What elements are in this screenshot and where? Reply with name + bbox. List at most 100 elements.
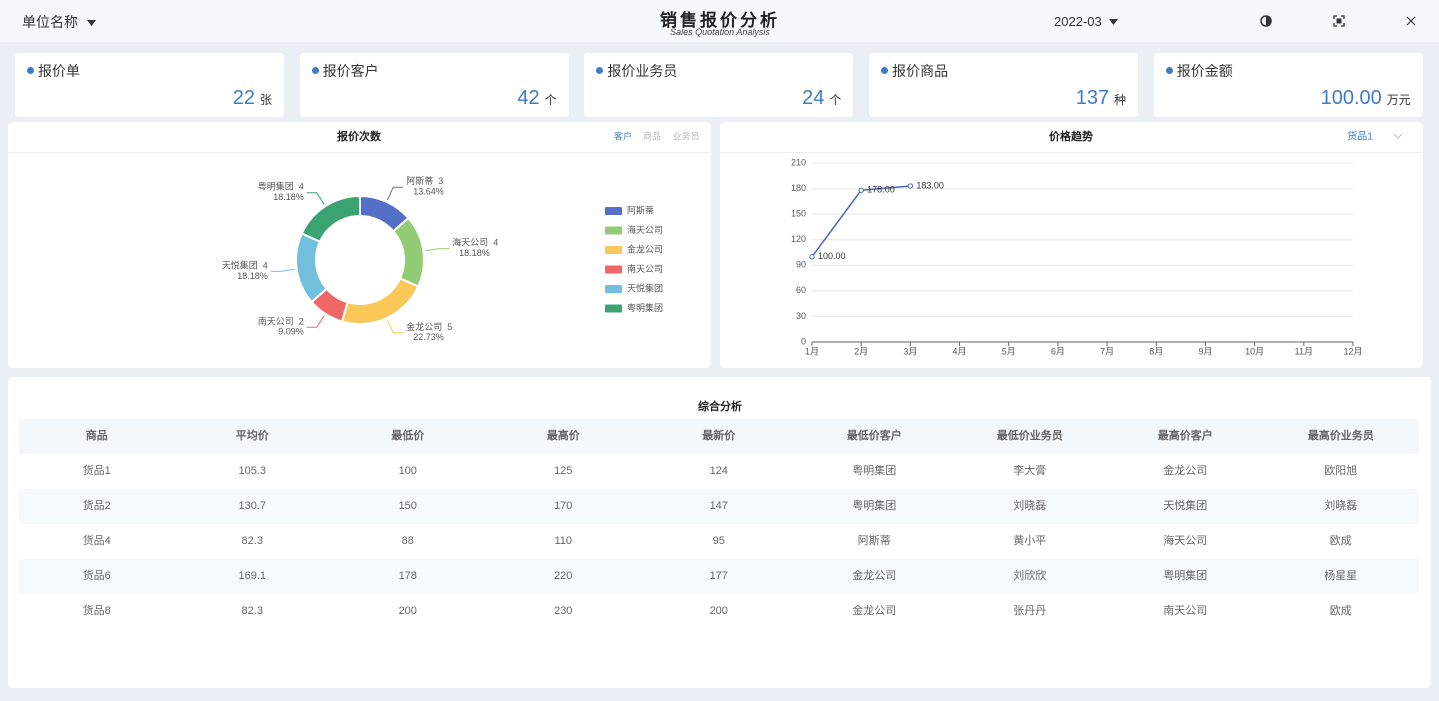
slice-label: 粤明集团 4 (258, 181, 304, 192)
table-cell: 货品4 (82, 535, 111, 547)
table-cell: 天悦集团 (1163, 500, 1208, 512)
kpi-value-group: 42 个 (517, 87, 556, 110)
legend-swatch (605, 304, 622, 313)
header: 单位名称 销售报价分析 Sales Quotation Analysis 202… (0, 0, 1439, 42)
table-cell: 105.3 (238, 465, 267, 477)
data-label: 100.00 (818, 251, 846, 261)
donut-segment (300, 194, 361, 244)
slice-name: 阿斯蒂 (406, 176, 433, 187)
table-cell: 货品6 (82, 570, 111, 582)
y-tick-label: 30 (796, 311, 806, 321)
unit-selector-text: 单位名称 (22, 14, 78, 30)
column-header: 最低价 (391, 430, 425, 442)
table-cell: 粤明集团 (852, 500, 897, 512)
table-cell: 178 (398, 570, 417, 582)
table-cell: 刘晓磊 (1013, 500, 1047, 512)
table-cell: 95 (712, 535, 725, 547)
table-cell: 刘欣欣 (1013, 570, 1047, 582)
table-cell: 110 (554, 535, 573, 547)
kpi-value: 24 (802, 87, 825, 109)
kpi-unit: 张 (259, 93, 272, 107)
kpi-label: 报价单 (38, 63, 80, 79)
table-row: 货品8 82.3 200 230 200 金龙公司 张丹丹 南天公司 欧成 (19, 594, 1419, 629)
theme-icon[interactable] (1260, 15, 1272, 27)
table-cell: 125 (554, 465, 573, 477)
y-tick-label: 120 (791, 234, 806, 244)
data-label: 178.00 (867, 185, 895, 195)
column-header: 最高价客户 (1157, 430, 1213, 442)
slice-value: 4 (299, 182, 304, 192)
donut-segment (295, 232, 329, 304)
kpi-value-group: 137 种 (1076, 87, 1126, 110)
kpi-value: 22 (232, 87, 255, 109)
kpi-card: 报价金额 100.00 万元 (1153, 53, 1423, 117)
table-cell: 李大膏 (1013, 465, 1047, 477)
price-point (858, 187, 864, 193)
page-subtitle: Sales Quotation Analysis (670, 27, 770, 37)
kpi-dot (27, 67, 34, 74)
panel-title: 价格趋势 (1049, 129, 1093, 143)
fullscreen-icon[interactable] (1333, 15, 1345, 27)
legend-label: 海天公司 (627, 224, 663, 235)
selector-caret (1393, 133, 1403, 139)
x-tick-label: 5月 (1002, 346, 1016, 356)
x-tick-label: 8月 (1149, 346, 1163, 356)
table-cell: 金龙公司 (852, 570, 897, 582)
kpi-label: 报价金额 (1176, 63, 1233, 79)
tab[interactable]: 业务员 (672, 130, 699, 141)
table-cell: 100 (398, 465, 417, 477)
legend-label: 南天公司 (627, 263, 663, 274)
kpi-card: 报价客户 42 个 (299, 53, 569, 117)
table-cell: 124 (709, 465, 728, 477)
column-header: 最低价业务员 (996, 430, 1063, 442)
table-cell: 150 (398, 500, 417, 512)
kpi-card: 报价单 22 张 (15, 53, 284, 117)
table-cell: 货品2 (82, 500, 111, 512)
label-line (270, 268, 295, 272)
data-label: 183.00 (916, 180, 944, 190)
column-header: 商品 (85, 430, 108, 442)
slice-name: 南天公司 (258, 316, 294, 327)
kpi-dot (881, 67, 889, 74)
slice-percent: 18.18% (273, 192, 304, 202)
table-cell: 货品1 (82, 465, 111, 477)
close-icon[interactable] (1406, 16, 1416, 26)
pie-panel (8, 122, 711, 368)
x-tick-label: 9月 (1198, 346, 1212, 356)
x-tick-label: 6月 (1051, 346, 1065, 356)
slice-name: 粤明集团 (258, 181, 294, 192)
slice-value: 4 (263, 261, 268, 271)
slice-label: 金龙公司 5 (406, 321, 452, 332)
kpi-card: 报价业务员 24 个 (584, 53, 854, 117)
column-header: 最低价客户 (846, 430, 902, 442)
kpi-dot (311, 67, 319, 74)
period-selector[interactable]: 2022-03 (1054, 14, 1119, 29)
legend-label: 金龙公司 (627, 243, 663, 254)
table-cell: 黄小平 (1013, 535, 1047, 547)
panel-title: 报价次数 (337, 129, 382, 143)
y-tick-label: 210 (791, 157, 806, 167)
kpi-dot (1165, 67, 1173, 74)
x-tick-label: 7月 (1100, 346, 1114, 356)
kpi-value-group: 100.00 万元 (1321, 87, 1411, 110)
unit-selector[interactable]: 单位名称 (22, 12, 97, 32)
table-cell: 147 (709, 500, 728, 512)
table-cell: 220 (554, 570, 573, 582)
table-cell: 杨星星 (1324, 570, 1358, 582)
tab[interactable]: 客户 (614, 130, 632, 141)
table-cell: 欧成 (1329, 605, 1352, 617)
kpi-unit: 万元 (1386, 93, 1411, 107)
caret (1109, 19, 1119, 25)
table-cell: 200 (398, 605, 417, 617)
slice-percent: 22.73% (413, 332, 444, 342)
tab[interactable]: 商品 (643, 130, 661, 141)
legend-swatch (605, 226, 622, 235)
donut-segment (391, 216, 425, 288)
product-selector[interactable]: 货品1 (1347, 130, 1373, 143)
price-point (809, 254, 815, 260)
kpi-unit: 种 (1114, 93, 1127, 107)
donut-segment (340, 276, 420, 325)
table-cell: 170 (554, 500, 573, 512)
